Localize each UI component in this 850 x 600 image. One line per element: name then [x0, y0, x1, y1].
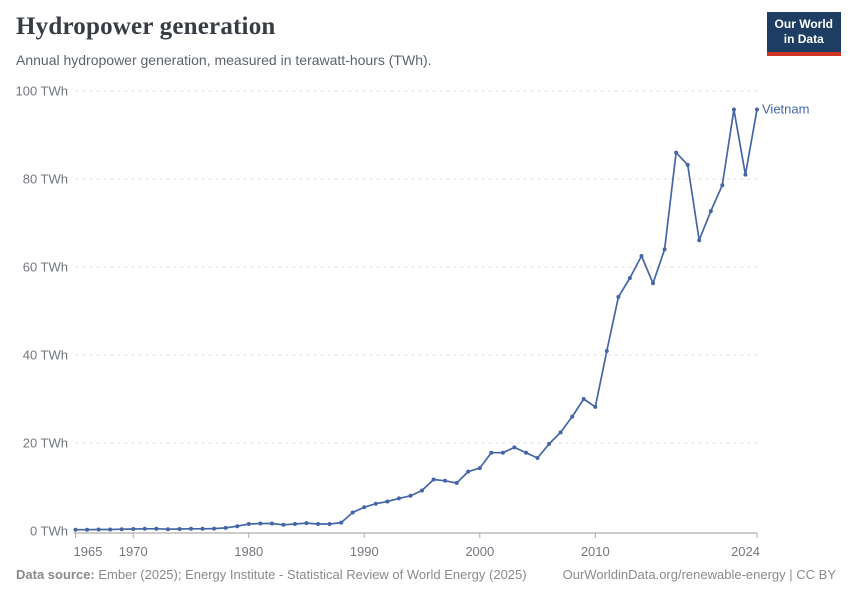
data-point[interactable] — [119, 527, 124, 532]
data-point[interactable] — [616, 294, 621, 299]
y-gridlines — [75, 90, 757, 444]
data-point[interactable] — [443, 478, 448, 483]
data-source-text[interactable]: Ember (2025); Energy Institute - Statist… — [98, 567, 527, 582]
data-point[interactable] — [200, 526, 205, 531]
y-axis-tick-label: 80 TWh — [23, 172, 68, 187]
x-axis-tick-label: 1970 — [119, 544, 148, 559]
data-point[interactable] — [697, 238, 702, 243]
data-point[interactable] — [743, 172, 748, 177]
data-point[interactable] — [662, 247, 667, 252]
data-source: Data source: Ember (2025); Energy Instit… — [16, 567, 527, 582]
data-point[interactable] — [373, 501, 378, 506]
x-axis-tick-label: 2010 — [581, 544, 610, 559]
data-point[interactable] — [570, 414, 575, 419]
data-point[interactable] — [500, 450, 505, 455]
x-axis: 1965 1970 1980 1990 2000 2010 2024 — [73, 532, 760, 559]
data-point[interactable] — [477, 466, 482, 471]
x-axis-tick-label: 1980 — [234, 544, 263, 559]
x-axis-tick-label: 1965 — [74, 544, 103, 559]
data-point[interactable] — [535, 456, 540, 460]
series-line[interactable] — [75, 108, 758, 531]
data-point[interactable] — [547, 441, 552, 446]
data-point[interactable] — [627, 276, 632, 280]
data-point[interactable] — [466, 469, 471, 474]
data-point[interactable] — [293, 522, 297, 526]
data-point[interactable] — [223, 525, 228, 530]
data-point[interactable] — [420, 488, 424, 493]
data-point[interactable] — [755, 107, 759, 112]
chart-footer: Data source: Ember (2025); Energy Instit… — [0, 567, 850, 582]
data-point[interactable] — [316, 522, 321, 526]
data-point[interactable] — [339, 520, 344, 525]
data-point[interactable] — [558, 430, 563, 435]
data-point[interactable] — [674, 150, 679, 155]
data-point[interactable] — [154, 526, 159, 531]
x-axis-tick-label: 2000 — [465, 544, 494, 559]
data-point[interactable] — [189, 526, 193, 531]
x-axis-tick-label: 2024 — [731, 544, 760, 559]
y-axis-tick-label: 40 TWh — [23, 348, 68, 363]
data-point[interactable] — [731, 107, 736, 112]
data-point[interactable] — [85, 527, 90, 532]
logo-line1: Our World — [774, 17, 833, 31]
data-point[interactable] — [651, 281, 655, 286]
data-point[interactable] — [131, 527, 136, 531]
footer-link[interactable]: OurWorldinData.org/renewable-energy | CC… — [562, 567, 836, 582]
y-axis-tick-label: 0 TWh — [30, 524, 68, 539]
x-axis-tick-label: 1990 — [350, 544, 379, 559]
data-point[interactable] — [327, 522, 332, 526]
data-point[interactable] — [304, 521, 309, 526]
data-point[interactable] — [639, 254, 644, 258]
data-point[interactable] — [489, 450, 494, 455]
series-vietnam[interactable] — [73, 107, 760, 532]
data-point[interactable] — [281, 522, 286, 527]
logo-line2: in Data — [783, 32, 824, 46]
line-chart[interactable]: 0 TWh 20 TWh 40 TWh 60 TWh 80 TWh 100 TWh 196… — [0, 80, 850, 580]
data-point[interactable] — [708, 209, 713, 214]
data-point[interactable] — [385, 499, 390, 504]
chart-title: Hydropower generation — [16, 13, 276, 40]
data-point[interactable] — [212, 526, 217, 531]
data-point[interactable] — [235, 524, 240, 529]
data-point[interactable] — [408, 493, 413, 498]
y-axis-tick-label: 20 TWh — [23, 436, 68, 451]
chart-subtitle: Annual hydropower generation, measured i… — [16, 52, 432, 68]
data-point[interactable] — [96, 527, 101, 532]
data-point[interactable] — [720, 183, 725, 188]
y-axis-tick-label: 60 TWh — [23, 260, 68, 275]
data-point[interactable] — [524, 450, 528, 455]
data-point[interactable] — [396, 496, 401, 501]
data-point[interactable] — [431, 477, 436, 482]
data-point[interactable] — [269, 521, 274, 526]
data-point[interactable] — [108, 527, 113, 532]
data-point[interactable] — [604, 349, 609, 353]
data-point[interactable] — [350, 510, 355, 515]
data-point[interactable] — [165, 527, 170, 532]
data-point[interactable] — [177, 527, 182, 531]
data-point[interactable] — [362, 505, 367, 510]
entity-label[interactable]: Vietnam — [762, 101, 809, 116]
data-point[interactable] — [246, 522, 251, 526]
data-point[interactable] — [593, 404, 598, 409]
data-point[interactable] — [73, 527, 78, 532]
data-source-label: Data source: — [16, 567, 95, 582]
data-point[interactable] — [512, 445, 517, 450]
owid-logo[interactable]: Our World in Data — [766, 12, 841, 56]
data-point[interactable] — [142, 526, 147, 531]
data-point[interactable] — [454, 481, 459, 485]
data-point[interactable] — [581, 397, 586, 401]
data-point[interactable] — [685, 162, 690, 167]
y-axis-labels: 0 TWh 20 TWh 40 TWh 60 TWh 80 TWh 100 TWh — [15, 84, 68, 539]
series-entity-label[interactable]: Vietnam — [762, 101, 809, 116]
data-point[interactable] — [258, 521, 263, 526]
y-axis-tick-label: 100 TWh — [15, 84, 68, 99]
